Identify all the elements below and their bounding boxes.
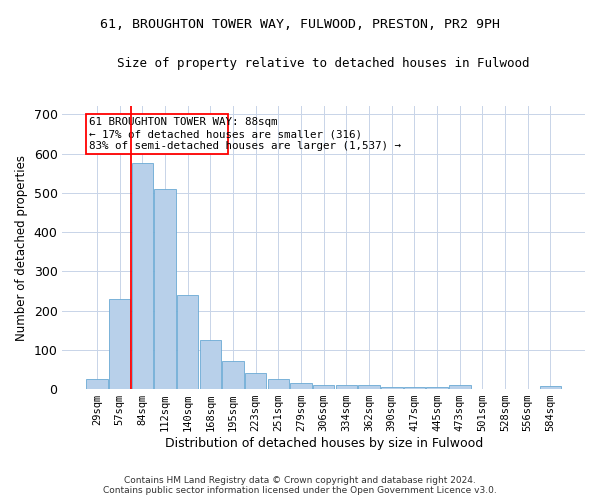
- Text: ← 17% of detached houses are smaller (316): ← 17% of detached houses are smaller (31…: [89, 129, 362, 139]
- Bar: [245, 374, 266, 389]
- Text: 83% of semi-detached houses are larger (1,537) →: 83% of semi-detached houses are larger (…: [89, 141, 401, 151]
- Bar: [131, 164, 153, 389]
- Bar: [404, 386, 425, 389]
- Bar: [268, 380, 289, 389]
- Bar: [381, 386, 403, 389]
- Text: 61, BROUGHTON TOWER WAY, FULWOOD, PRESTON, PR2 9PH: 61, BROUGHTON TOWER WAY, FULWOOD, PRESTO…: [100, 18, 500, 30]
- Y-axis label: Number of detached properties: Number of detached properties: [15, 154, 28, 340]
- Bar: [290, 383, 312, 389]
- FancyBboxPatch shape: [86, 114, 229, 154]
- Bar: [449, 385, 470, 389]
- Bar: [177, 295, 199, 389]
- Bar: [313, 385, 334, 389]
- Bar: [358, 385, 380, 389]
- Bar: [109, 299, 130, 389]
- Title: Size of property relative to detached houses in Fulwood: Size of property relative to detached ho…: [118, 58, 530, 70]
- Bar: [86, 380, 108, 389]
- Bar: [200, 340, 221, 389]
- Bar: [540, 386, 561, 389]
- X-axis label: Distribution of detached houses by size in Fulwood: Distribution of detached houses by size …: [164, 437, 483, 450]
- Bar: [427, 386, 448, 389]
- Bar: [335, 385, 357, 389]
- Text: 61 BROUGHTON TOWER WAY: 88sqm: 61 BROUGHTON TOWER WAY: 88sqm: [89, 118, 278, 128]
- Bar: [222, 361, 244, 389]
- Text: Contains HM Land Registry data © Crown copyright and database right 2024.
Contai: Contains HM Land Registry data © Crown c…: [103, 476, 497, 495]
- Bar: [154, 189, 176, 389]
